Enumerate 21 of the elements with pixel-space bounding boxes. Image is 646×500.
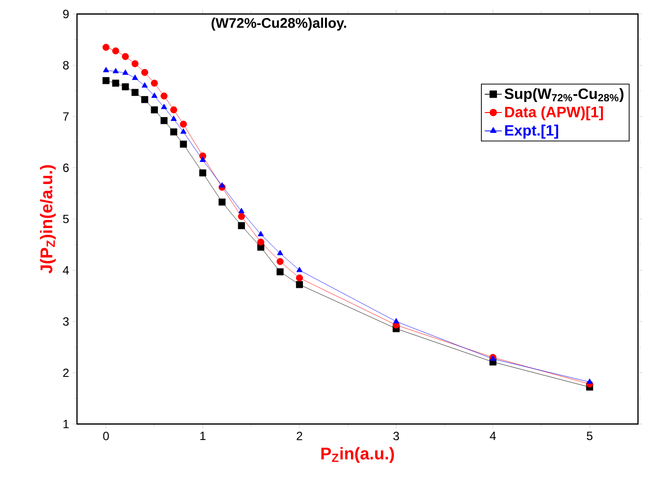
legend-label: Sup(W$_{72%}$-Cu$_{28%}$) (504, 88, 624, 102)
x-tick-label: 0 (103, 432, 109, 440)
x-tick-label: 1 (200, 432, 206, 440)
y-tick-label: 7 (63, 112, 69, 121)
x-axis-title: P$_{Z}$in(a.u.) (321, 447, 394, 463)
y-tick-label: 1 (63, 420, 69, 428)
y-tick-label: 5 (63, 214, 69, 224)
y-tick-label: 3 (63, 317, 69, 326)
x-tick-label: 4 (490, 432, 496, 440)
y-tick-label: 9 (63, 10, 69, 18)
legend-label: Data (APW)[1] (505, 106, 603, 120)
y-tick-label: 4 (62, 266, 69, 274)
y-tick-label: 2 (63, 368, 69, 377)
x-tick-label: 5 (586, 432, 592, 440)
chart-title: (W72%-Cu28%)alloy. (212, 18, 346, 31)
x-tick-label: 2 (296, 432, 302, 440)
y-tick-label: 6 (63, 164, 69, 172)
legend-label: Expt.[1] (505, 124, 558, 139)
x-tick-label: 3 (393, 432, 399, 440)
y-axis-title: J(P$_{Z}$)in(e/a.u.) (40, 165, 56, 274)
y-tick-label: 8 (63, 61, 69, 70)
